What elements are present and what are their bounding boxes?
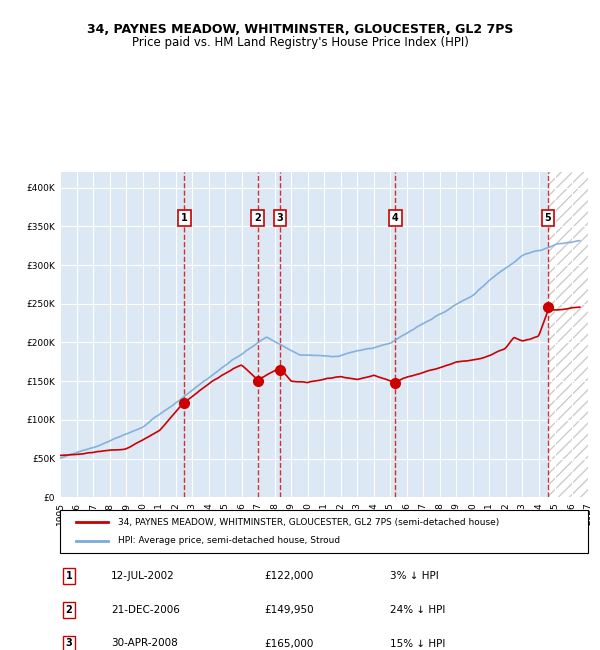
Text: £122,000: £122,000 bbox=[264, 571, 313, 581]
Text: 21-DEC-2006: 21-DEC-2006 bbox=[111, 604, 180, 615]
Text: £149,950: £149,950 bbox=[264, 604, 314, 615]
Text: £165,000: £165,000 bbox=[264, 638, 313, 649]
Text: 1: 1 bbox=[65, 571, 73, 581]
Text: 3: 3 bbox=[277, 213, 283, 223]
Text: 2: 2 bbox=[65, 604, 73, 615]
Text: 5: 5 bbox=[545, 213, 551, 223]
Bar bbox=[548, 172, 588, 497]
Text: 30-APR-2008: 30-APR-2008 bbox=[111, 638, 178, 649]
Text: 24% ↓ HPI: 24% ↓ HPI bbox=[390, 604, 445, 615]
Text: HPI: Average price, semi-detached house, Stroud: HPI: Average price, semi-detached house,… bbox=[118, 536, 340, 545]
Text: 3% ↓ HPI: 3% ↓ HPI bbox=[390, 571, 439, 581]
Text: 34, PAYNES MEADOW, WHITMINSTER, GLOUCESTER, GL2 7PS: 34, PAYNES MEADOW, WHITMINSTER, GLOUCEST… bbox=[87, 23, 513, 36]
Text: 34, PAYNES MEADOW, WHITMINSTER, GLOUCESTER, GL2 7PS (semi-detached house): 34, PAYNES MEADOW, WHITMINSTER, GLOUCEST… bbox=[118, 517, 499, 526]
Text: 4: 4 bbox=[392, 213, 399, 223]
Text: 3: 3 bbox=[65, 638, 73, 649]
Text: 2: 2 bbox=[254, 213, 261, 223]
Bar bbox=[548, 172, 588, 497]
Text: 15% ↓ HPI: 15% ↓ HPI bbox=[390, 638, 445, 649]
Text: 12-JUL-2002: 12-JUL-2002 bbox=[111, 571, 175, 581]
Bar bbox=[184, 172, 548, 497]
Text: 1: 1 bbox=[181, 213, 188, 223]
FancyBboxPatch shape bbox=[60, 510, 588, 552]
Text: Price paid vs. HM Land Registry's House Price Index (HPI): Price paid vs. HM Land Registry's House … bbox=[131, 36, 469, 49]
